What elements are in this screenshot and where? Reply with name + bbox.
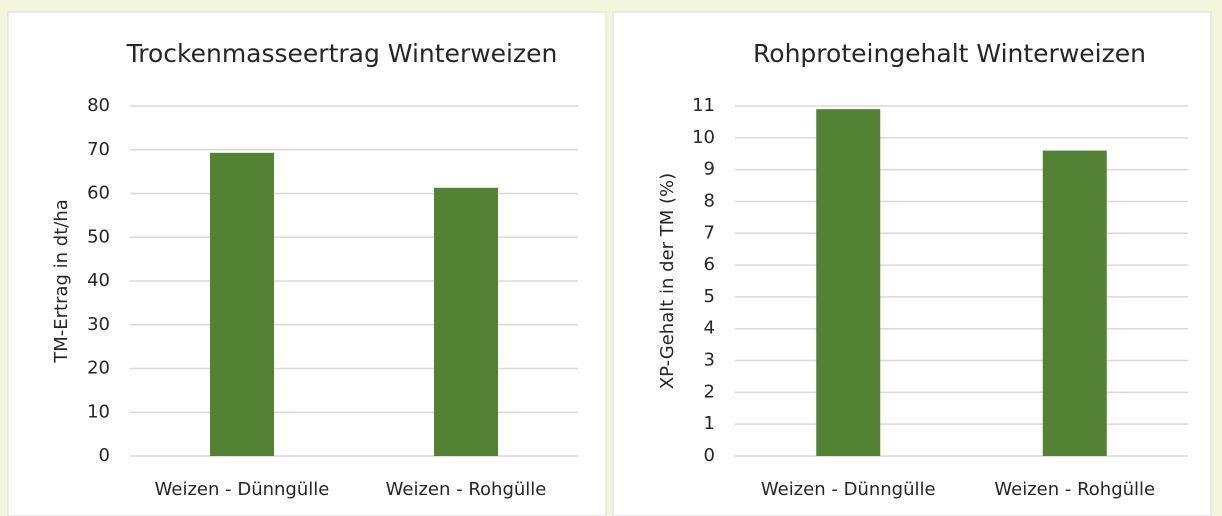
y-tick-label: 5 [704,286,715,307]
y-tick-label: 8 [704,190,715,211]
y-tick-label: 7 [704,222,715,243]
y-tick-label: 60 [87,183,110,204]
x-tick-label: Weizen - Rohgülle [386,479,547,500]
y-tick-label: 6 [704,254,715,275]
y-tick-label: 1 [704,413,715,434]
y-tick-label: 0 [704,445,715,466]
bar [210,152,274,456]
bar [434,187,498,456]
y-tick-label: 9 [704,159,715,180]
chart-title: Trockenmasseertrag Winterweizen [126,39,558,68]
x-tick-label: Weizen - Dünngülle [155,479,330,500]
bar [816,109,881,456]
y-tick-label: 10 [692,127,715,148]
panel [7,11,607,516]
y-tick-label: 40 [87,270,110,291]
y-tick-label: 10 [87,401,110,422]
y-tick-label: 80 [87,95,110,116]
y-tick-label: 50 [87,226,110,247]
bar [1042,150,1107,456]
y-axis-label: XP-Gehalt in der TM (%) [657,173,678,389]
x-tick-label: Weizen - Rohgülle [994,479,1155,500]
x-tick-label: Weizen - Dünngülle [761,479,936,500]
y-axis-label: TM-Ertrag in dt/ha [51,199,72,364]
y-tick-label: 3 [704,350,715,371]
y-tick-label: 11 [692,95,715,116]
chart-title: Rohproteingehalt Winterweizen [753,39,1146,68]
y-tick-label: 20 [87,358,110,379]
panel [612,11,1212,516]
y-tick-label: 4 [704,318,715,339]
y-tick-label: 30 [87,314,110,335]
y-tick-label: 2 [704,381,715,402]
y-tick-label: 70 [87,139,110,160]
y-tick-label: 0 [99,445,110,466]
